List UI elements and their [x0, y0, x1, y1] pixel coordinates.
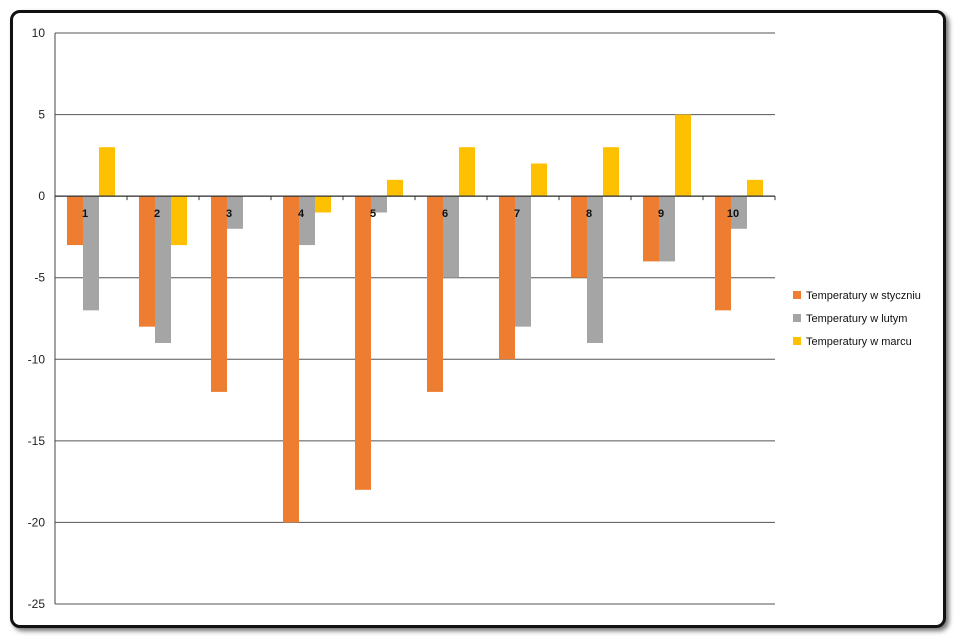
bar-series2-cat10	[731, 196, 747, 229]
category-label: 4	[298, 208, 305, 220]
category-label: 9	[658, 208, 664, 220]
bar-series1-cat7	[499, 196, 515, 360]
bar-series2-cat1	[83, 196, 99, 311]
y-tick-label: -25	[28, 597, 46, 611]
bar-series2-cat9	[659, 196, 675, 262]
category-label: 3	[226, 208, 232, 220]
category-label: 6	[442, 208, 448, 220]
bar-series3-cat8	[603, 147, 619, 197]
bar-series1-cat10	[715, 196, 731, 311]
bar-series3-cat6	[459, 147, 475, 197]
bar-series1-cat8	[571, 196, 587, 278]
bar-series1-cat4	[283, 196, 299, 523]
y-tick-label: -20	[28, 515, 46, 529]
y-axis-ticks: 10 5 0 -5 -10 -15 -20 -25	[28, 26, 46, 611]
bar-series1-cat3	[211, 196, 227, 392]
grid-lines	[54, 32, 776, 605]
category-label: 5	[370, 208, 376, 220]
bar-series1-cat1	[67, 196, 83, 246]
bar-series2-cat8	[587, 196, 603, 343]
category-labels: 1 2 3 4 5 6 7 8 9 10	[82, 208, 739, 220]
bar-series2-cat6	[443, 196, 459, 278]
bar-series3-cat2	[171, 196, 187, 246]
bar-series3-cat1	[99, 147, 115, 197]
bars	[67, 114, 763, 523]
bar-series1-cat5	[355, 196, 371, 490]
y-tick-label: -5	[34, 271, 45, 285]
bar-series1-cat2	[139, 196, 155, 327]
y-tick-label: -15	[28, 434, 46, 448]
bar-series3-cat5	[387, 179, 403, 197]
category-label: 2	[154, 208, 160, 220]
y-tick-label: 0	[38, 189, 45, 203]
bar-series2-cat4	[299, 196, 315, 246]
bar-series3-cat4	[315, 196, 331, 213]
legend-swatch-2	[793, 314, 801, 322]
legend: Temperatury w styczniu Temperatury w luty…	[793, 290, 921, 348]
legend-swatch-1	[793, 291, 801, 299]
bar-series1-cat9	[643, 196, 659, 262]
legend-label-1: Temperatury w styczniu	[806, 290, 921, 302]
bar-series3-cat10	[747, 179, 763, 197]
y-tick-label: -10	[28, 352, 46, 366]
bar-series2-cat7	[515, 196, 531, 327]
category-label: 7	[514, 208, 520, 220]
bar-series3-cat7	[531, 163, 547, 197]
bar-series2-cat5	[371, 196, 387, 213]
category-label: 8	[586, 208, 592, 220]
category-label: 1	[82, 208, 88, 220]
bar-series3-cat9	[675, 114, 691, 197]
legend-label-2: Temperatury w lutym	[806, 313, 907, 325]
category-label: 10	[727, 208, 739, 220]
y-tick-label: 10	[32, 26, 46, 40]
legend-swatch-3	[793, 337, 801, 345]
y-tick-label: 5	[38, 108, 45, 122]
legend-label-3: Temperatury w marcu	[806, 336, 912, 348]
bar-series1-cat6	[427, 196, 443, 392]
bar-series2-cat3	[227, 196, 243, 229]
bar-series2-cat2	[155, 196, 171, 343]
